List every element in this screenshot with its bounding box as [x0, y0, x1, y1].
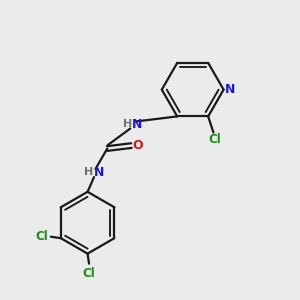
- Text: N: N: [225, 83, 235, 96]
- Text: H: H: [123, 119, 132, 129]
- Text: N: N: [94, 167, 104, 179]
- Text: Cl: Cl: [36, 230, 48, 243]
- Text: O: O: [133, 139, 143, 152]
- Text: Cl: Cl: [83, 267, 95, 280]
- Text: H: H: [84, 167, 94, 177]
- Text: N: N: [132, 118, 142, 131]
- Text: Cl: Cl: [208, 133, 221, 146]
